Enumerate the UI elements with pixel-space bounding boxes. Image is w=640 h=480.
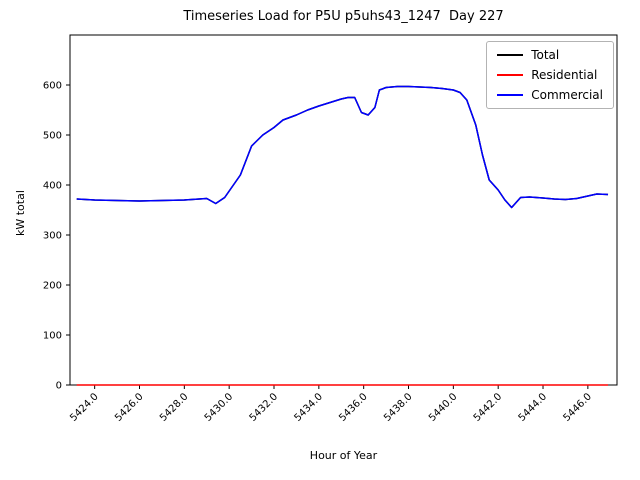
y-tick-label: 600: [43, 81, 62, 92]
y-tick-label: 400: [43, 181, 62, 192]
legend-entry-residential: Residential: [497, 69, 603, 81]
commercial-line: [76, 85, 609, 209]
x-tick-label: 5434.0: [292, 391, 325, 424]
x-tick-label: 5444.0: [517, 391, 550, 424]
residential-line-swatch: [497, 74, 524, 76]
y-tick-label: 0: [56, 381, 62, 392]
x-tick-label: 5424.0: [68, 391, 101, 424]
x-tick-label: 5442.0: [472, 391, 505, 424]
legend-label: Total: [531, 48, 560, 62]
legend-entry-total: Total: [497, 49, 603, 61]
x-tick-label: 5438.0: [382, 391, 415, 424]
x-axis-label: Hour of Year: [309, 449, 378, 462]
x-tick-label: 5446.0: [561, 391, 594, 424]
legend-label: Residential: [531, 68, 598, 82]
chart-title: Timeseries Load for P5U p5uhs43_1247 Day…: [183, 9, 504, 24]
x-tick-label: 5430.0: [203, 391, 236, 424]
y-axis-label: kW total: [14, 190, 27, 236]
legend-entry-commercial: Commercial: [497, 89, 603, 101]
legend-label: Commercial: [531, 88, 603, 102]
x-tick-label: 5432.0: [248, 391, 281, 424]
x-tick-label: 5428.0: [158, 391, 191, 424]
commercial-line-swatch: [497, 94, 524, 96]
legend: Total Residential Commercial: [486, 41, 614, 109]
y-tick-label: 100: [43, 331, 62, 342]
y-tick-label: 300: [43, 231, 62, 242]
y-tick-label: 200: [43, 281, 62, 292]
x-tick-label: 5440.0: [427, 391, 460, 424]
x-tick-label: 5426.0: [113, 391, 146, 424]
x-tick-label: 5436.0: [337, 391, 370, 424]
total-line-swatch: [497, 54, 524, 56]
y-tick-label: 500: [43, 131, 62, 142]
